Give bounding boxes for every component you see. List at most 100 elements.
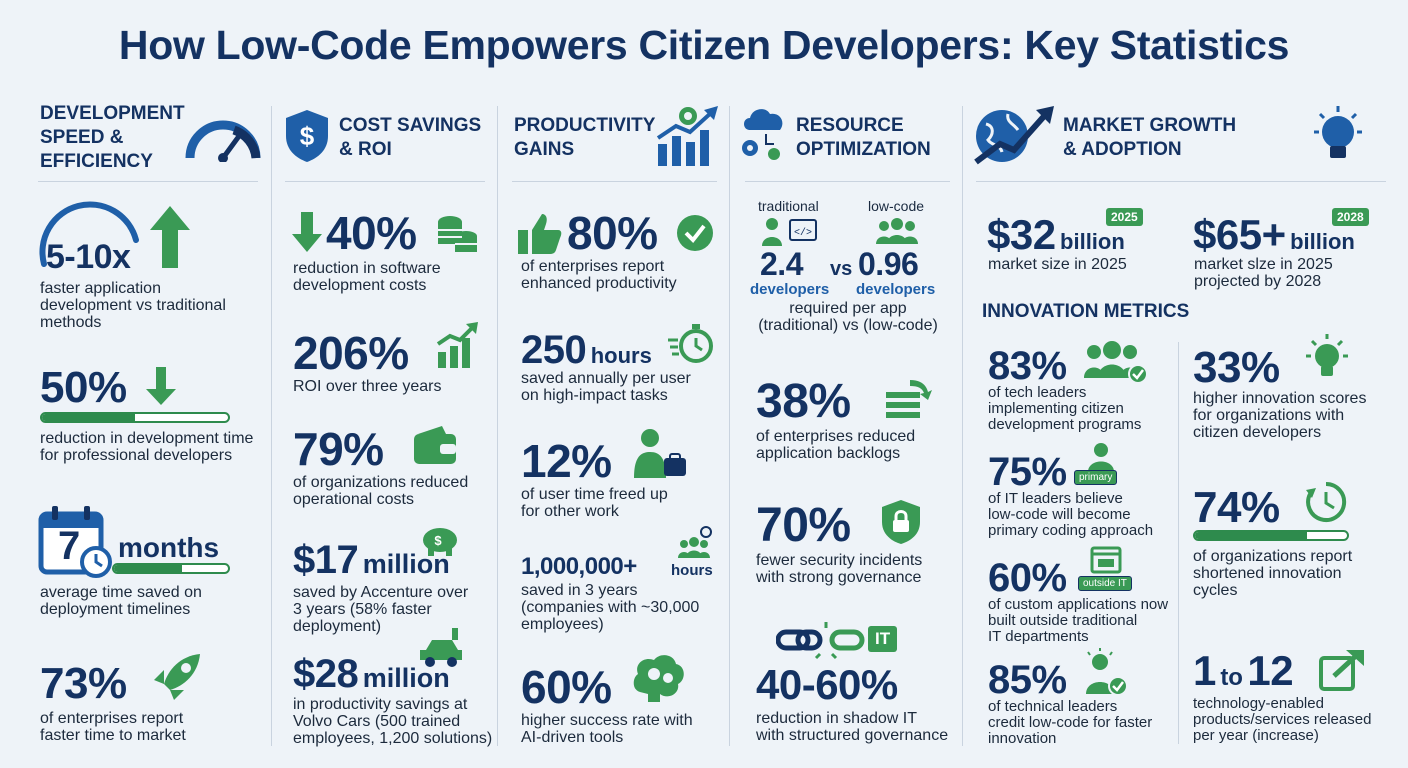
stat-user-time-desc: of user time freed up for other work <box>521 486 668 520</box>
arrow-down-icon <box>292 212 322 252</box>
section-heading-speed: DEVELOPMENT SPEED & EFFICIENCY <box>40 103 185 172</box>
gear-growth-icon <box>656 106 718 166</box>
rocket-icon <box>154 654 200 700</box>
header-divider <box>745 181 950 182</box>
stat-outside-it: 60% <box>988 556 1067 600</box>
stat-time-to-market: 73% <box>40 659 127 708</box>
stat-accenture: $17 million <box>293 538 450 582</box>
stopwatch-icon <box>668 324 713 363</box>
app-window-icon <box>1090 546 1122 574</box>
shield-lock-icon <box>882 500 920 544</box>
section-heading-market: MARKET GROWTH & ADOPTION <box>1063 115 1237 160</box>
label-traditional: traditional <box>758 198 819 214</box>
check-circle-icon <box>677 215 713 251</box>
stat-faster-innovation-desc: of technical leaders credit low-code for … <box>988 698 1153 747</box>
stat-months-unit: months <box>118 532 220 563</box>
external-link-icon <box>1319 650 1364 691</box>
stat-speed-multiplier: 5-10x <box>46 238 131 276</box>
stat-market-2028: $65+ billion <box>1193 211 1355 258</box>
stat-market-2025-desc: market size in 2025 <box>988 256 1127 273</box>
progress-bar-dev-time <box>40 412 230 423</box>
stat-million-hours-desc: saved in 3 years (companies with ~30,000 e… <box>521 582 700 633</box>
stat-products-released-desc: technology-enabled products/services rele… <box>1193 695 1372 744</box>
coins-stack-icon <box>438 216 477 252</box>
stat-dev-time: 50% <box>40 363 127 412</box>
primary-badge: primary <box>1074 470 1118 485</box>
svg-text:$: $ <box>300 121 315 151</box>
stat-it-leaders: 75% <box>988 450 1067 494</box>
team-check-icon <box>1084 341 1148 384</box>
stat-dev-costs-desc: reduction in software development costs <box>293 260 441 294</box>
speedometer-icon <box>185 120 261 162</box>
stat-accenture-desc: saved by Accenture over 3 years (58% fast… <box>293 584 469 635</box>
stat-innovation-scores: 33% <box>1193 343 1280 392</box>
stat-security-desc: fewer security incidents with strong gove… <box>756 552 923 586</box>
stat-backlogs: 38% <box>756 375 851 428</box>
it-badge: IT <box>868 626 898 652</box>
thumbs-up-icon <box>518 214 562 254</box>
car-factory-icon <box>420 628 462 667</box>
progress-bar-innovation-cycles <box>1193 530 1349 541</box>
document-stack-icon <box>886 380 932 418</box>
innovation-metrics-heading: INNOVATION METRICS <box>982 301 1190 322</box>
stat-shadow-it-desc: reduction in shadow IT with structured go… <box>756 710 949 744</box>
team-clock-icon <box>678 526 712 558</box>
header-divider <box>285 181 485 182</box>
stat-hours-saved-desc: saved annually per user on high-impact ta… <box>521 370 691 404</box>
section-heading-productivity: PRODUCTIVITY GAINS <box>514 115 656 160</box>
lightbulb-icon <box>1306 334 1348 376</box>
stat-faster-innovation: 85% <box>988 658 1067 702</box>
svg-text:$: $ <box>434 533 442 548</box>
header-divider <box>512 181 717 182</box>
stat-security: 70% <box>756 499 851 552</box>
column-divider <box>729 106 730 746</box>
stat-user-time: 12% <box>521 435 612 487</box>
stat-products-released: 1 to 12 <box>1193 647 1294 694</box>
column-divider <box>271 106 272 746</box>
arrow-down-icon <box>146 367 176 405</box>
stat-outside-it-desc: of custom applications now built outside … <box>988 596 1169 645</box>
brain-gears-icon <box>633 655 684 702</box>
stat-market-2028-desc: market slze in 2025 projected by 2028 <box>1194 256 1333 290</box>
compare-desc: required per app (traditional) vs (low-co… <box>758 300 938 334</box>
shield-dollar-icon: $ <box>286 110 328 162</box>
cloud-gears-icon <box>742 109 783 160</box>
stat-market-2025: $32 billion <box>987 211 1125 258</box>
growth-chart-icon <box>436 322 478 368</box>
calendar-clock-icon <box>38 506 112 578</box>
section-heading-cost: COST SAVINGS & ROI <box>339 115 482 160</box>
arrow-up-icon <box>150 206 190 268</box>
stat-lowcode-devs: 0.96 <box>858 246 919 282</box>
clock-icon <box>1306 481 1347 522</box>
stat-roi: 206% <box>293 327 409 379</box>
stat-ai-success-desc: higher success rate with AI-driven tools <box>521 712 693 746</box>
header-divider <box>976 181 1386 182</box>
stat-dev-costs: 40% <box>326 207 417 259</box>
piggy-bank-icon: $ <box>423 528 457 556</box>
column-divider <box>1178 342 1179 744</box>
broken-chain-icon <box>776 622 865 660</box>
stat-operational: 79% <box>293 423 384 475</box>
stat-speed-desc: faster application development vs traditi… <box>40 280 226 331</box>
stat-backlogs-desc: of enterprises reduced application backlo… <box>756 428 916 462</box>
stat-innovation-cycles-desc: of organizations report shortened innovat… <box>1193 548 1353 599</box>
stat-million-hours: 1,000,000+ <box>521 553 637 580</box>
column-divider <box>497 106 498 746</box>
lightbulb-icon <box>1314 106 1362 158</box>
stat-ai-success: 60% <box>521 661 612 713</box>
year-badge-2025: 2025 <box>1106 208 1143 226</box>
outside-it-badge: outside IT <box>1078 576 1132 591</box>
team-icon <box>876 218 918 244</box>
stat-months-desc: average time saved on deployment timeline… <box>40 584 202 618</box>
stat-innovation-scores-desc: higher innovation scores for organization… <box>1193 390 1367 441</box>
label-low-code: low-code <box>868 198 925 214</box>
developer-laptop-icon: </> <box>762 218 817 246</box>
idea-person-icon <box>1086 648 1128 696</box>
businessman-briefcase-icon <box>634 429 686 478</box>
stat-traditional-devs: 2.4 <box>760 246 803 282</box>
stat-hours-saved: 250 hours <box>521 328 652 372</box>
unit-developers-right: developers <box>856 281 936 298</box>
section-heading-resource: RESOURCE OPTIMIZATION <box>796 115 931 160</box>
header-divider <box>38 181 258 182</box>
stat-time-to-market-desc: of enterprises report faster time to mark… <box>40 710 186 744</box>
